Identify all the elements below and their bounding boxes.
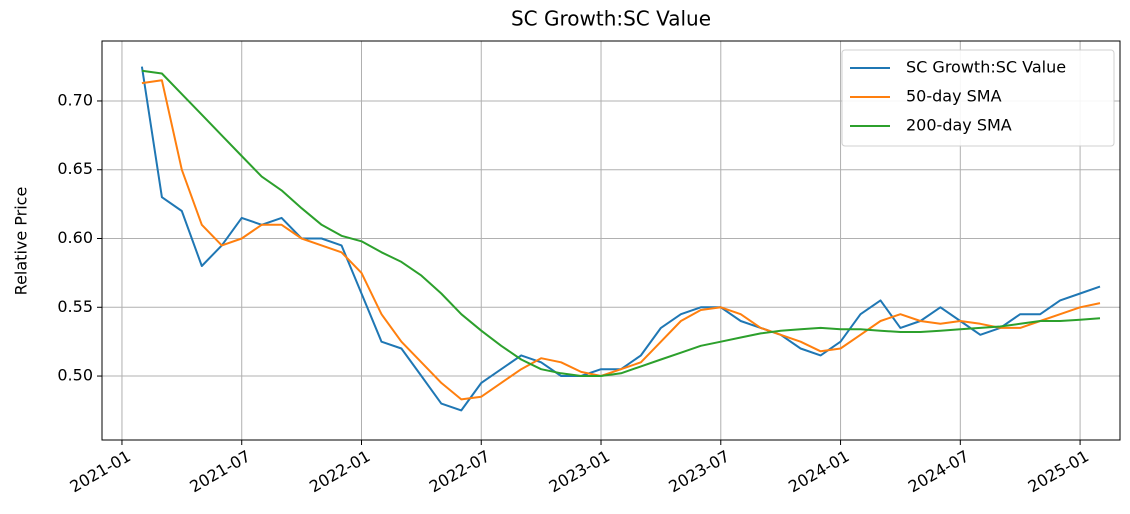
- y-tick-label: 0.50: [57, 366, 93, 385]
- x-tick-label: 2025-01: [1025, 446, 1092, 496]
- y-tick-label: 0.55: [57, 297, 93, 316]
- x-tick-label: 2022-01: [306, 446, 373, 496]
- chart-title: SC Growth:SC Value: [511, 7, 711, 31]
- legend-box: [841, 49, 1115, 147]
- y-tick-label: 0.70: [57, 90, 93, 109]
- x-tick-label: 2024-01: [785, 446, 852, 496]
- legend-label: SC Growth:SC Value: [906, 58, 1066, 77]
- x-tick-label: 2021-01: [67, 446, 134, 496]
- x-tick-label: 2023-07: [665, 446, 732, 496]
- legend-label: 200-day SMA: [906, 116, 1012, 135]
- legend: SC Growth:SC Value 50-day SMA 200-day SMA: [841, 49, 1115, 147]
- y-tick-label: 0.60: [57, 228, 93, 247]
- series-line: [141, 69, 1101, 377]
- x-tick-label: 2021-07: [186, 446, 253, 496]
- x-tick-label: 2024-07: [905, 446, 972, 496]
- x-tick-label: 2023-01: [546, 446, 613, 496]
- x-tick-label: 2022-07: [426, 446, 493, 496]
- legend-label: 50-day SMA: [906, 87, 1002, 106]
- y-axis-label: Relative Price: [12, 187, 31, 296]
- y-tick-label: 0.65: [57, 159, 93, 178]
- series-line: [141, 79, 1101, 401]
- plot-frame: [101, 40, 1121, 441]
